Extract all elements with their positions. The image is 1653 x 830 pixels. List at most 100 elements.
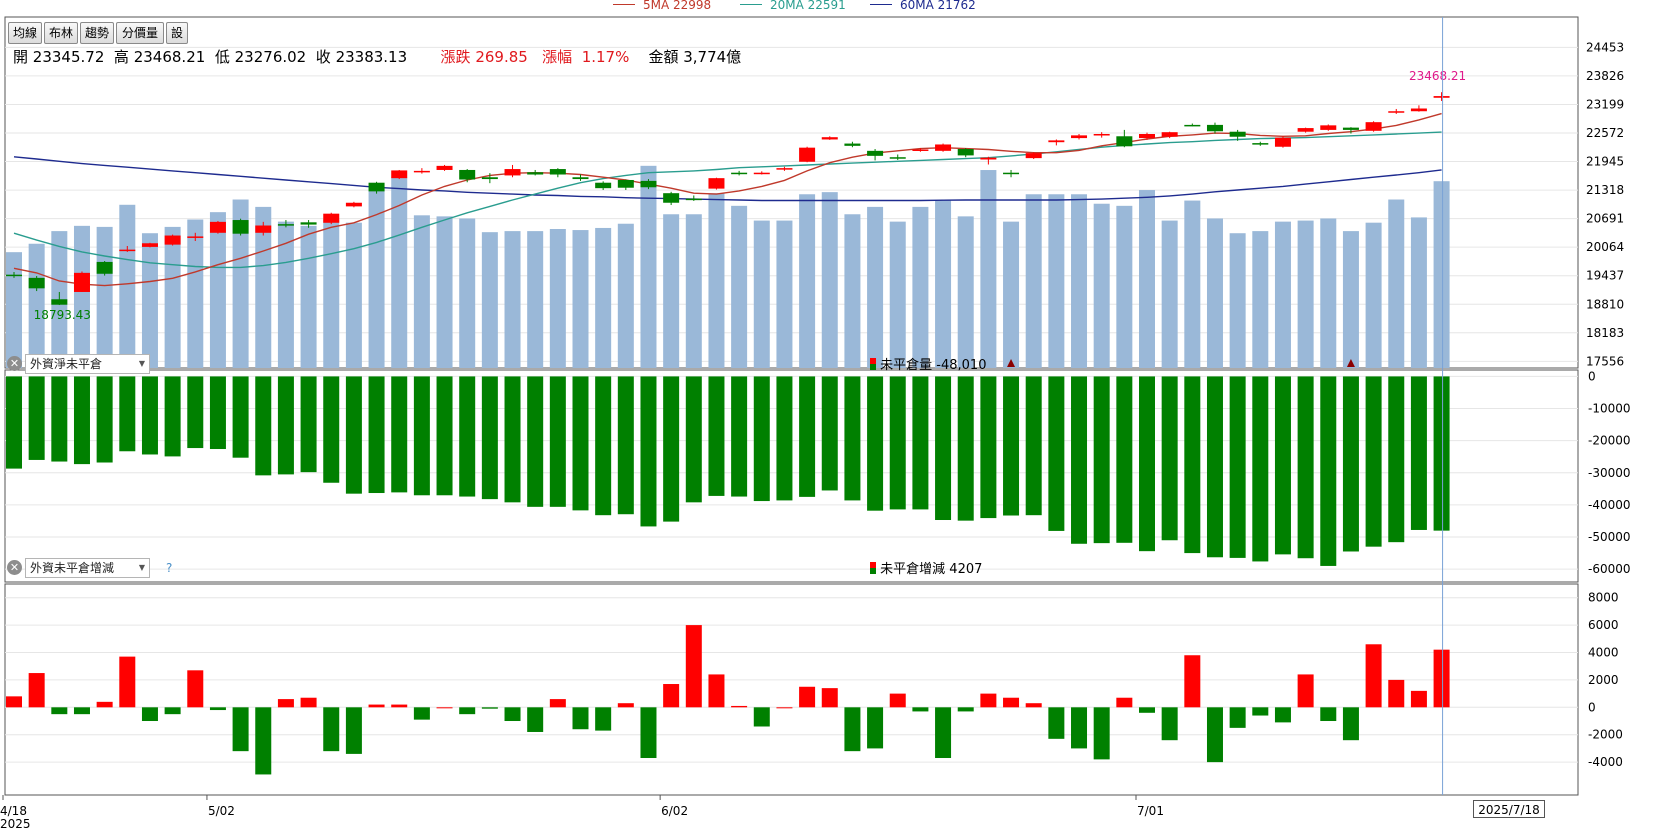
volume-bar [1365,222,1382,368]
oi-bar [323,376,340,483]
ma-button[interactable]: 均線 [8,22,42,44]
oi-bar [640,376,657,527]
oi-change-bar [1093,707,1110,760]
x-tick-label: 7/01 [1137,804,1164,818]
ma-legend-item: 60MA 21762 [870,0,976,12]
oi-bar [345,376,362,494]
open-value: 23345.72 [32,48,105,66]
x-tick-label: 5/02 [208,804,235,818]
y-tick-label: 17556 [1586,354,1624,368]
amount-label: 金額 [648,48,679,66]
candle-body [1025,153,1042,159]
volume-bar [1161,220,1178,368]
oi-bar [300,376,317,473]
volume-bar [391,177,408,368]
candle-body [1184,124,1201,127]
trend-button[interactable]: 趨勢 [80,22,114,44]
y-tick-label: -2000 [1588,728,1623,742]
oi-bar [867,376,884,511]
volume-bar [459,218,476,368]
panel3-indicator-select[interactable]: 外資未平倉增減 ▼ [25,558,150,578]
y-tick-label: 18810 [1586,297,1624,311]
oi-bar [187,376,204,449]
volume-bar [28,243,45,368]
volume-bar [1116,205,1133,368]
panel2-legend-label: 未平倉量 [880,358,933,373]
panel3-legend-value: 4207 [949,562,983,577]
help-icon[interactable]: ? [166,561,173,575]
bollinger-button[interactable]: 布林 [44,22,78,44]
volume-bar [300,225,317,368]
volume-bar [1025,194,1042,368]
volume-bar [1433,181,1450,368]
oi-change-bar [1025,703,1042,708]
volume-bar [980,170,997,368]
oi-change-bar [164,707,181,715]
oi-change-bar [209,707,226,711]
price-annotation: 18793.43 [34,308,91,322]
oi-change-bar [255,707,272,775]
oi-change-bar [187,670,204,708]
oi-change-bar [572,707,589,730]
change-value: 269.85 [475,48,528,66]
candle-body [935,144,952,151]
candle-body [1093,134,1110,136]
oi-change-bar [368,704,385,708]
oi-bar [368,376,385,494]
volume-bar [731,205,748,368]
volume-bar [572,230,589,368]
candle-body [1433,96,1450,98]
oi-bar [1252,376,1269,562]
close-panel3-icon[interactable]: ✕ [7,560,22,575]
y-tick-label: 8000 [1588,591,1619,605]
oi-change-bar [459,707,476,715]
volume-profile-button[interactable]: 分價量 [116,22,164,44]
candle-body [1206,124,1223,132]
oi-change-bar [1139,707,1155,713]
candle-body [1388,111,1405,113]
oi-change-bar [1184,655,1201,708]
volume-bar [1342,231,1359,368]
oi-change-bar [1161,707,1178,741]
oi-bar [1048,376,1065,531]
oi-change-bar [640,707,657,759]
candle-body [1252,143,1269,145]
candle-body [300,222,317,225]
oi-change-bar [1206,707,1223,763]
volume-bar [867,206,884,368]
oi-bar [527,376,544,507]
oi-change-bar [889,693,906,708]
oi-bar [481,376,498,500]
volume-bar [209,212,226,368]
close-label: 收 [315,48,331,66]
chevron-down-icon: ▼ [138,563,145,572]
oi-bar [935,376,952,521]
oi-bar [1184,376,1201,554]
volume-bar [96,226,113,368]
candle-body [51,299,68,305]
oi-bar [799,376,816,497]
close-panel2-icon[interactable]: ✕ [7,356,22,371]
y-tick-label: 6000 [1588,618,1619,632]
oi-bar [1206,376,1223,558]
panel2-legend: 未平倉量 -48,010 [870,354,986,373]
volume-bar [187,219,204,368]
oi-change-bar [617,703,634,708]
oi-bar [617,376,634,515]
volume-bar [708,193,725,368]
pct-label: 漲幅 [542,48,573,66]
panel2-indicator-select[interactable]: 外資淨未平倉 ▼ [25,354,150,374]
oi-change-bar [1071,707,1088,749]
y-tick-label: -4000 [1588,755,1623,769]
oi-bar [980,376,997,519]
candle-body [436,165,453,170]
settings-button[interactable]: 設 [166,22,188,44]
ma-legend-swatch [740,4,762,5]
candle-body [1320,125,1337,130]
cursor-date-label: 2025/7/18 [1473,800,1545,818]
oi-bar [232,376,249,458]
oi-bar [1116,376,1133,543]
y-tick-label: -60000 [1588,562,1631,576]
legend-up-down-icon [870,562,876,574]
volume-bar [776,220,793,368]
